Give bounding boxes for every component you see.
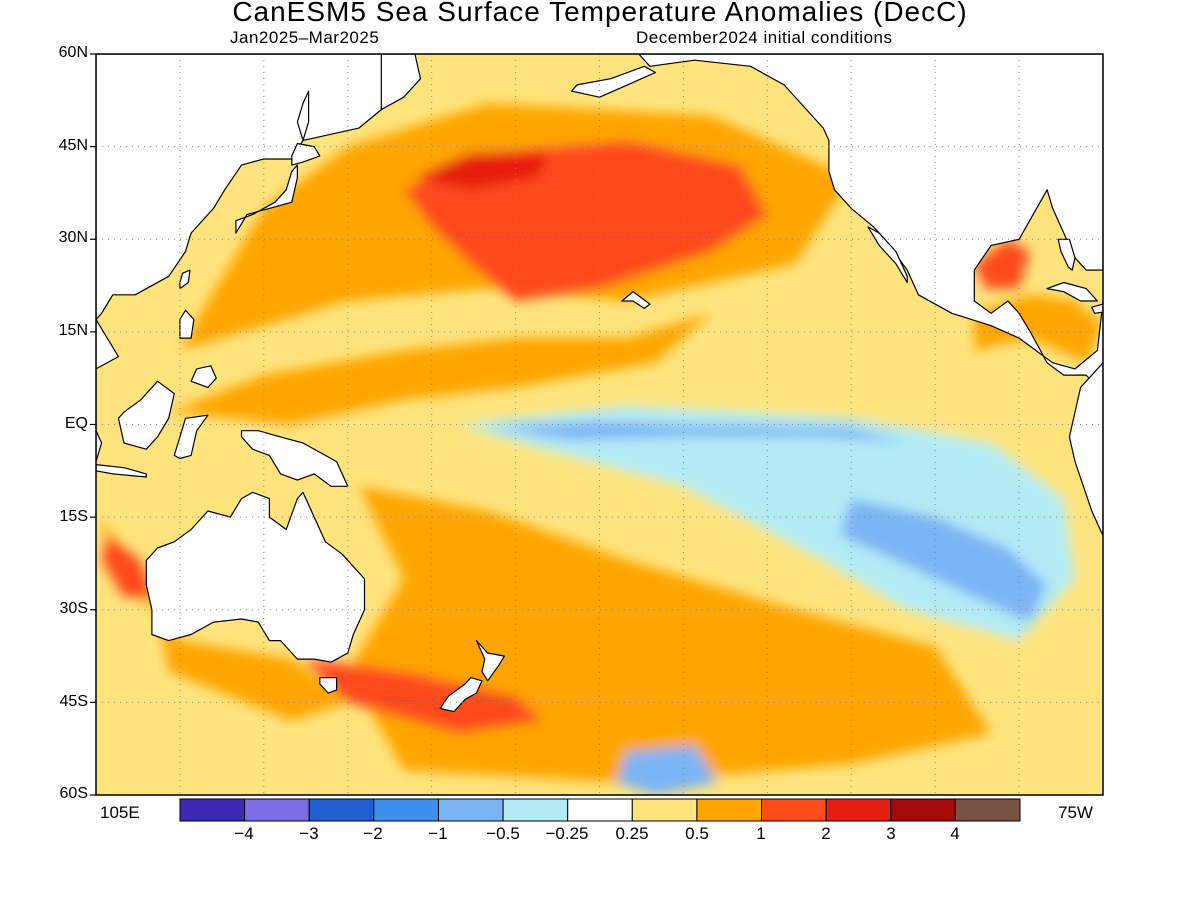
anomaly-region (459, 406, 1076, 641)
colorbar-tick-label: −1 (428, 824, 448, 843)
land-luzon (179, 309, 195, 339)
colorbar-swatch (954, 798, 1021, 822)
lat-label: EQ (64, 415, 88, 432)
colorbar-tick-label: 3 (886, 824, 896, 843)
lat-label: 60N (58, 44, 88, 61)
land-tasmania (319, 677, 338, 694)
colorbar-swatch (308, 798, 375, 822)
colorbar-swatch (438, 798, 504, 822)
land-southeast-asia (96, 318, 120, 432)
lat-label: 15S (59, 508, 88, 525)
map-title: CanESM5 Sea Surface Temperature Anomalie… (232, 0, 968, 27)
land-kamchatka (380, 54, 422, 111)
lat-label: 15N (58, 322, 88, 339)
land-borneo (117, 380, 175, 450)
colorbar-swatch (761, 798, 827, 822)
colorbar-tick-label: 0.25 (615, 824, 649, 843)
land-south-america (1068, 362, 1103, 537)
lon-label-left: 105E (100, 803, 140, 822)
colorbar-swatch (696, 798, 763, 822)
colorbar-tick-label: −2 (363, 824, 383, 843)
anomaly-region (616, 745, 717, 795)
lat-label: 45N (58, 137, 88, 154)
anomaly-fields (96, 66, 1103, 795)
anomaly-region (974, 239, 1031, 289)
anomaly-region (96, 517, 348, 721)
latitude-ticks (90, 53, 96, 796)
colorbar-swatch (567, 798, 633, 822)
land-aleutians (570, 65, 657, 98)
land-hokkaido (291, 142, 321, 166)
lon-label-right: 75W (1058, 803, 1093, 822)
colorbar-swatch (179, 798, 246, 822)
colorbar-tick-label: 4 (950, 824, 960, 843)
lat-label: 30N (58, 229, 88, 246)
anomaly-region (487, 421, 908, 443)
colorbar-swatch (244, 798, 310, 822)
colorbar-tick-label: 1 (756, 824, 766, 843)
land-nz-north-island (475, 639, 505, 682)
land-australia (145, 491, 366, 663)
land-japan (235, 164, 298, 234)
land-taiwan (179, 269, 191, 290)
land-hispaniola (1091, 303, 1103, 314)
land-baja-california (867, 226, 908, 284)
land-nz-south-island (439, 677, 483, 713)
anomaly-region (168, 313, 712, 425)
initial-conditions: December2024 initial conditions (636, 28, 893, 47)
lat-label: 45S (59, 693, 88, 710)
anomaly-region (101, 535, 152, 598)
land-sumatra (96, 430, 103, 463)
colorbar-tick-label: 0.5 (685, 824, 709, 843)
colorbar-tick-label: −4 (234, 824, 254, 843)
lat-label: 30S (59, 600, 88, 617)
colorbar-swatch (502, 798, 569, 822)
colorbar-swatch (825, 798, 892, 822)
colorbar-tick-label: −3 (299, 824, 319, 843)
land-mindanao (190, 365, 217, 388)
colorbar-swatch (631, 798, 698, 822)
land-java (96, 464, 147, 478)
anomaly-region (840, 498, 1048, 623)
land-masses (96, 54, 1103, 713)
colorbar (179, 798, 1021, 822)
colorbar-tick-label: 2 (821, 824, 831, 843)
land-sulawesi (173, 414, 209, 460)
land-hawaii (621, 291, 651, 309)
colorbar-tick-label: −0.25 (545, 824, 589, 843)
land-sakhalin (296, 90, 310, 141)
land-new-guinea (240, 430, 349, 487)
land-florida (1057, 238, 1076, 271)
colorbar-swatch (890, 798, 956, 822)
lat-label: 60S (59, 785, 88, 802)
land-cuba (1046, 281, 1099, 302)
colorbar-tick-label: −0.5 (486, 824, 520, 843)
colorbar-swatch (373, 798, 439, 822)
forecast-period: Jan2025–Mar2025 (230, 28, 380, 47)
anomaly-region (303, 659, 544, 734)
